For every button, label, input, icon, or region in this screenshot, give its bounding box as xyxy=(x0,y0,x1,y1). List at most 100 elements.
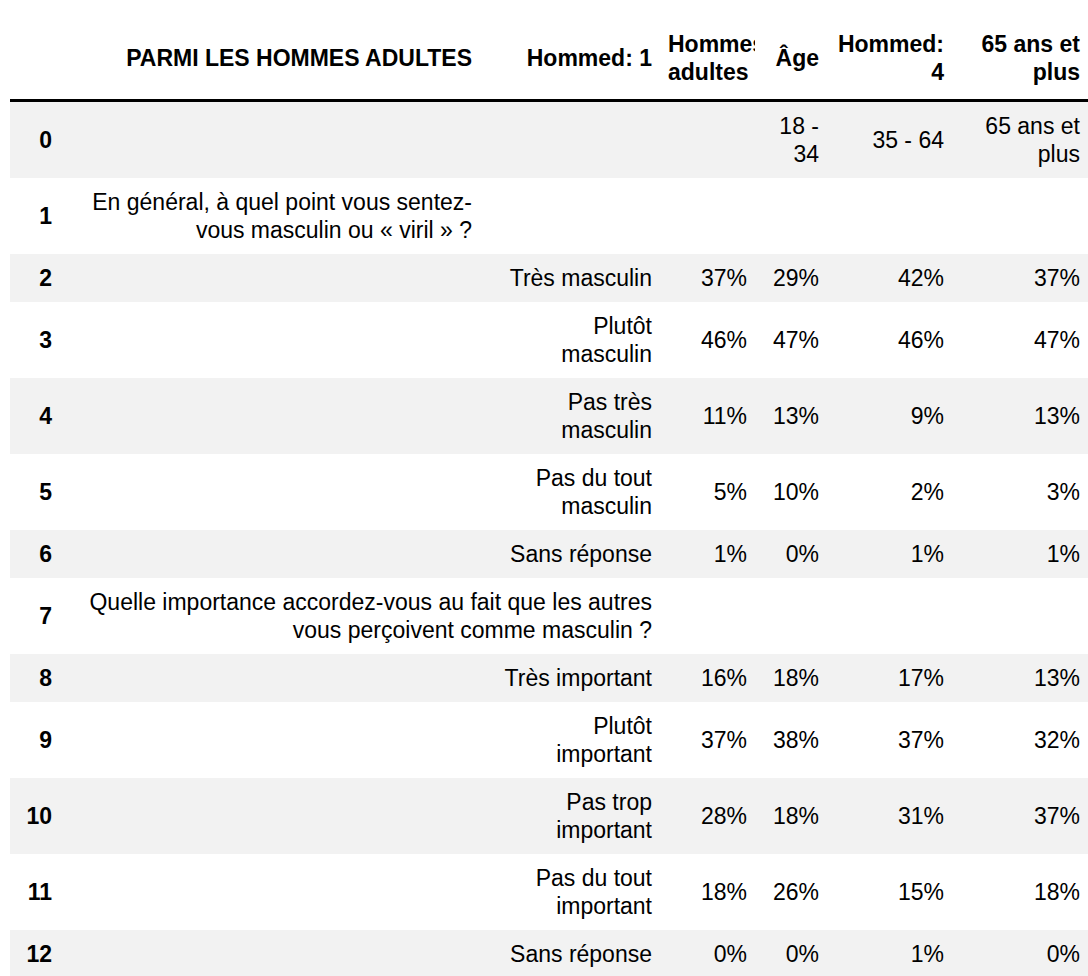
table-cell: 11% xyxy=(660,378,755,454)
row-index: 12 xyxy=(10,930,60,976)
table-cell: 29% xyxy=(755,254,827,302)
table-cell xyxy=(60,702,480,778)
table-cell xyxy=(660,578,755,654)
col-header-index xyxy=(10,0,60,100)
col-header-parmi-les-hommes-adultes: PARMI LES HOMMES ADULTES xyxy=(60,0,480,100)
row-index: 1 xyxy=(10,178,60,254)
table-cell: Pas très masculin xyxy=(480,378,660,454)
table-cell: 2% xyxy=(827,454,952,530)
table-cell: Plutôt important xyxy=(480,702,660,778)
table-cell xyxy=(480,178,660,254)
table-cell: 13% xyxy=(952,378,1088,454)
table-cell: 46% xyxy=(660,302,755,378)
table-cell: Pas du tout masculin xyxy=(480,454,660,530)
table-cell xyxy=(60,302,480,378)
row-index: 8 xyxy=(10,654,60,702)
table-row: 1En général, à quel point vous sentez- v… xyxy=(10,178,1088,254)
table-cell: 18% xyxy=(952,854,1088,930)
table-cell xyxy=(952,578,1088,654)
table-cell xyxy=(60,454,480,530)
table-cell xyxy=(60,530,480,578)
table-row: 2Très masculin37%29%42%37% xyxy=(10,254,1088,302)
row-index: 2 xyxy=(10,254,60,302)
table-cell: 18 - 34 xyxy=(755,100,827,178)
row-index: 7 xyxy=(10,578,60,654)
table-cell: 10% xyxy=(755,454,827,530)
table-cell xyxy=(827,578,952,654)
table-cell: 28% xyxy=(660,778,755,854)
table-cell: 37% xyxy=(660,254,755,302)
table-cell: 47% xyxy=(952,302,1088,378)
table-row: 3Plutôt masculin46%47%46%47% xyxy=(10,302,1088,378)
table-row: 0 18 - 3435 - 6465 ans et plus xyxy=(10,100,1088,178)
table-cell: 1% xyxy=(660,530,755,578)
table-cell: 9% xyxy=(827,378,952,454)
table-cell: Plutôt masculin xyxy=(480,302,660,378)
table-cell xyxy=(60,654,480,702)
row-index: 10 xyxy=(10,778,60,854)
table-cell: 42% xyxy=(827,254,952,302)
table-row: 6Sans réponse1%0%1%1% xyxy=(10,530,1088,578)
table-cell: 65 ans et plus xyxy=(952,100,1088,178)
table-cell: Quelle importance accordez-vous au fait … xyxy=(60,578,660,654)
table-cell: 18% xyxy=(755,654,827,702)
table-cell: 18% xyxy=(755,778,827,854)
table-cell: Très masculin xyxy=(480,254,660,302)
col-header-hommed-1: Hommed: 1 xyxy=(480,0,660,100)
table-cell xyxy=(827,178,952,254)
table-cell: 1% xyxy=(827,930,952,976)
table-cell: Sans réponse xyxy=(480,930,660,976)
table-cell xyxy=(60,100,480,178)
table-cell xyxy=(60,378,480,454)
table-cell xyxy=(660,100,755,178)
table-cell: 0% xyxy=(755,530,827,578)
col-header-hommed-4: Hommed: 4 xyxy=(827,0,952,100)
table-cell: 37% xyxy=(952,254,1088,302)
page: PARMI LES HOMMES ADULTES Hommed: 1 Homme… xyxy=(0,0,1088,976)
table-row: 5Pas du tout masculin5%10%2%3% xyxy=(10,454,1088,530)
table-cell: 5% xyxy=(660,454,755,530)
table-cell xyxy=(60,778,480,854)
table-row: 12Sans réponse0%0%1%0% xyxy=(10,930,1088,976)
table-cell: 31% xyxy=(827,778,952,854)
row-index: 0 xyxy=(10,100,60,178)
table-cell: 0% xyxy=(660,930,755,976)
table-cell: 15% xyxy=(827,854,952,930)
table-cell: 37% xyxy=(660,702,755,778)
table-cell: 16% xyxy=(660,654,755,702)
table-body: 0 18 - 3435 - 6465 ans et plus1En général… xyxy=(10,100,1088,976)
table-cell: 26% xyxy=(755,854,827,930)
table-row: 11Pas du tout important18%26%15%18% xyxy=(10,854,1088,930)
table-cell: 13% xyxy=(952,654,1088,702)
table-cell xyxy=(60,254,480,302)
table-cell: 47% xyxy=(755,302,827,378)
table-cell xyxy=(60,854,480,930)
col-header-hommes-adultes: Hommes adultes xyxy=(660,0,755,100)
table-cell: 1% xyxy=(952,530,1088,578)
table-cell: 37% xyxy=(952,778,1088,854)
table-cell xyxy=(952,178,1088,254)
survey-data-table: PARMI LES HOMMES ADULTES Hommed: 1 Homme… xyxy=(10,0,1088,976)
table-cell xyxy=(480,100,660,178)
row-index: 11 xyxy=(10,854,60,930)
row-index: 9 xyxy=(10,702,60,778)
table-cell xyxy=(660,178,755,254)
row-index: 6 xyxy=(10,530,60,578)
table-cell: 0% xyxy=(755,930,827,976)
table-cell: 46% xyxy=(827,302,952,378)
row-index: 5 xyxy=(10,454,60,530)
table-cell: 35 - 64 xyxy=(827,100,952,178)
table-cell: Très important xyxy=(480,654,660,702)
table-row: 10Pas trop important28%18%31%37% xyxy=(10,778,1088,854)
col-header-65-ans-et-plus: 65 ans et plus xyxy=(952,0,1088,100)
table-cell: 13% xyxy=(755,378,827,454)
table-cell xyxy=(60,930,480,976)
table-row: 7Quelle importance accordez-vous au fait… xyxy=(10,578,1088,654)
table-cell: 17% xyxy=(827,654,952,702)
row-index: 4 xyxy=(10,378,60,454)
table-cell: 1% xyxy=(827,530,952,578)
table-cell: 38% xyxy=(755,702,827,778)
table-cell: Pas du tout important xyxy=(480,854,660,930)
table-cell: 37% xyxy=(827,702,952,778)
table-cell xyxy=(755,178,827,254)
